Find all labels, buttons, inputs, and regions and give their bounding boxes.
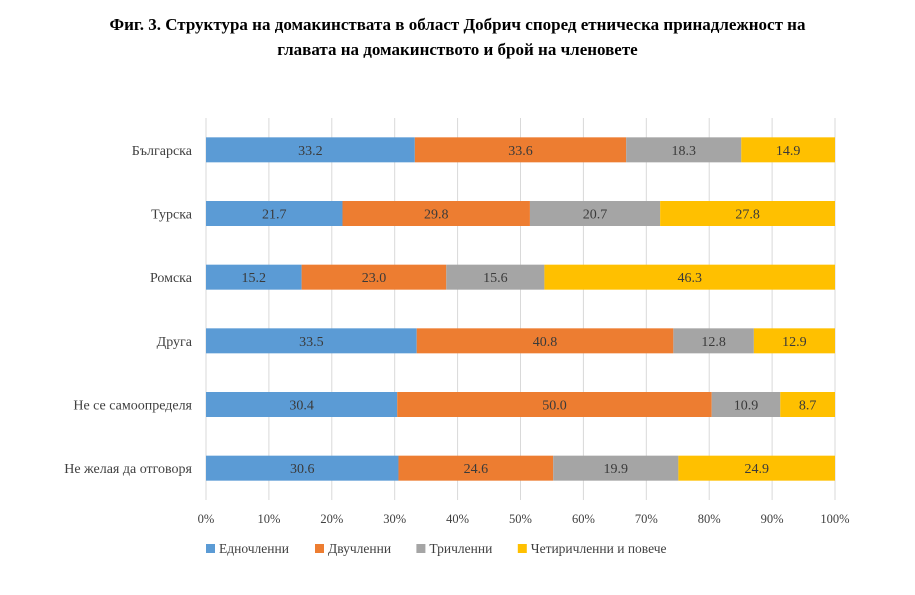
bar-segment — [342, 201, 530, 226]
chart-title: Фиг. 3. Структура на домакинствата в обл… — [0, 12, 915, 62]
x-tick-label: 100% — [820, 512, 849, 526]
bar-segment — [416, 328, 674, 354]
data-label: 46.3 — [677, 271, 702, 286]
bar-segment — [529, 201, 661, 226]
chart-title-line-1: Фиг. 3. Структура на домакинствата в обл… — [109, 15, 806, 34]
data-label: 33.6 — [508, 144, 533, 159]
data-label: 23.0 — [362, 271, 387, 286]
data-label: 14.9 — [776, 144, 801, 159]
legend-swatch — [315, 544, 324, 553]
bar-segment — [206, 455, 399, 481]
chart-title-line-2: главата на домакинството и брой на члено… — [277, 40, 638, 59]
data-label: 33.2 — [298, 144, 323, 159]
category-label: Не желая да отговоря — [64, 462, 192, 477]
category-label: Не се самоопределя — [73, 399, 192, 414]
data-label: 24.9 — [744, 462, 769, 477]
data-label: 50.0 — [542, 399, 567, 414]
x-tick-label: 90% — [761, 512, 784, 526]
bar-segment — [678, 455, 835, 481]
legend-swatch — [416, 544, 426, 553]
x-tick-label: 0% — [198, 512, 215, 526]
data-label: 40.8 — [533, 335, 558, 350]
legend-label: Четиричленни и повече — [531, 541, 667, 556]
bar-segment — [626, 137, 742, 163]
bar-segment — [398, 455, 554, 481]
bar-segment — [397, 392, 712, 417]
bar-segment — [301, 264, 447, 290]
x-tick-label: 50% — [509, 512, 532, 526]
data-label: 10.9 — [734, 399, 759, 414]
bar-segment — [206, 328, 417, 354]
bar-segment — [753, 328, 835, 354]
data-label: 15.2 — [242, 271, 267, 286]
bar-segment — [414, 137, 627, 163]
data-label: 21.7 — [262, 208, 287, 223]
data-label: 18.3 — [671, 144, 696, 159]
bar-segment — [741, 137, 835, 163]
x-tick-label: 60% — [572, 512, 595, 526]
legend-swatch — [517, 544, 527, 553]
category-label: Турска — [151, 208, 193, 223]
bar-segment — [544, 264, 835, 290]
legend-swatch — [206, 544, 215, 553]
data-label: 27.8 — [735, 208, 760, 223]
x-tick-label: 30% — [383, 512, 406, 526]
data-label: 19.9 — [604, 462, 629, 477]
data-label: 20.7 — [583, 208, 608, 223]
bar-segment — [553, 455, 679, 481]
category-label: Българска — [132, 144, 193, 159]
data-label: 33.5 — [299, 335, 324, 350]
data-label: 30.4 — [289, 399, 314, 414]
bar-segment — [673, 328, 754, 354]
category-label: Ромска — [150, 271, 193, 286]
bar-segment — [711, 392, 781, 417]
x-tick-label: 80% — [698, 512, 721, 526]
bar-segment — [660, 201, 835, 226]
bar-segment — [206, 201, 343, 226]
x-tick-label: 70% — [635, 512, 658, 526]
data-label: 12.8 — [701, 335, 726, 350]
data-label: 12.9 — [782, 335, 807, 350]
legend-label: Едночленни — [219, 541, 289, 556]
bar-segment — [780, 392, 835, 417]
bar-segment — [206, 392, 398, 417]
data-label: 8.7 — [799, 399, 817, 414]
x-tick-label: 20% — [320, 512, 343, 526]
bar-segment — [206, 137, 415, 163]
x-tick-label: 40% — [446, 512, 469, 526]
data-label: 24.6 — [464, 462, 489, 477]
legend-label: Тричленни — [429, 541, 492, 556]
bar-segment — [206, 264, 302, 290]
data-label: 29.8 — [424, 208, 449, 223]
bar-segment — [446, 264, 545, 290]
category-label: Друга — [157, 335, 193, 350]
data-label: 30.6 — [290, 462, 315, 477]
data-label: 15.6 — [483, 271, 508, 286]
x-tick-label: 10% — [257, 512, 280, 526]
legend-label: Двучленни — [328, 541, 391, 556]
